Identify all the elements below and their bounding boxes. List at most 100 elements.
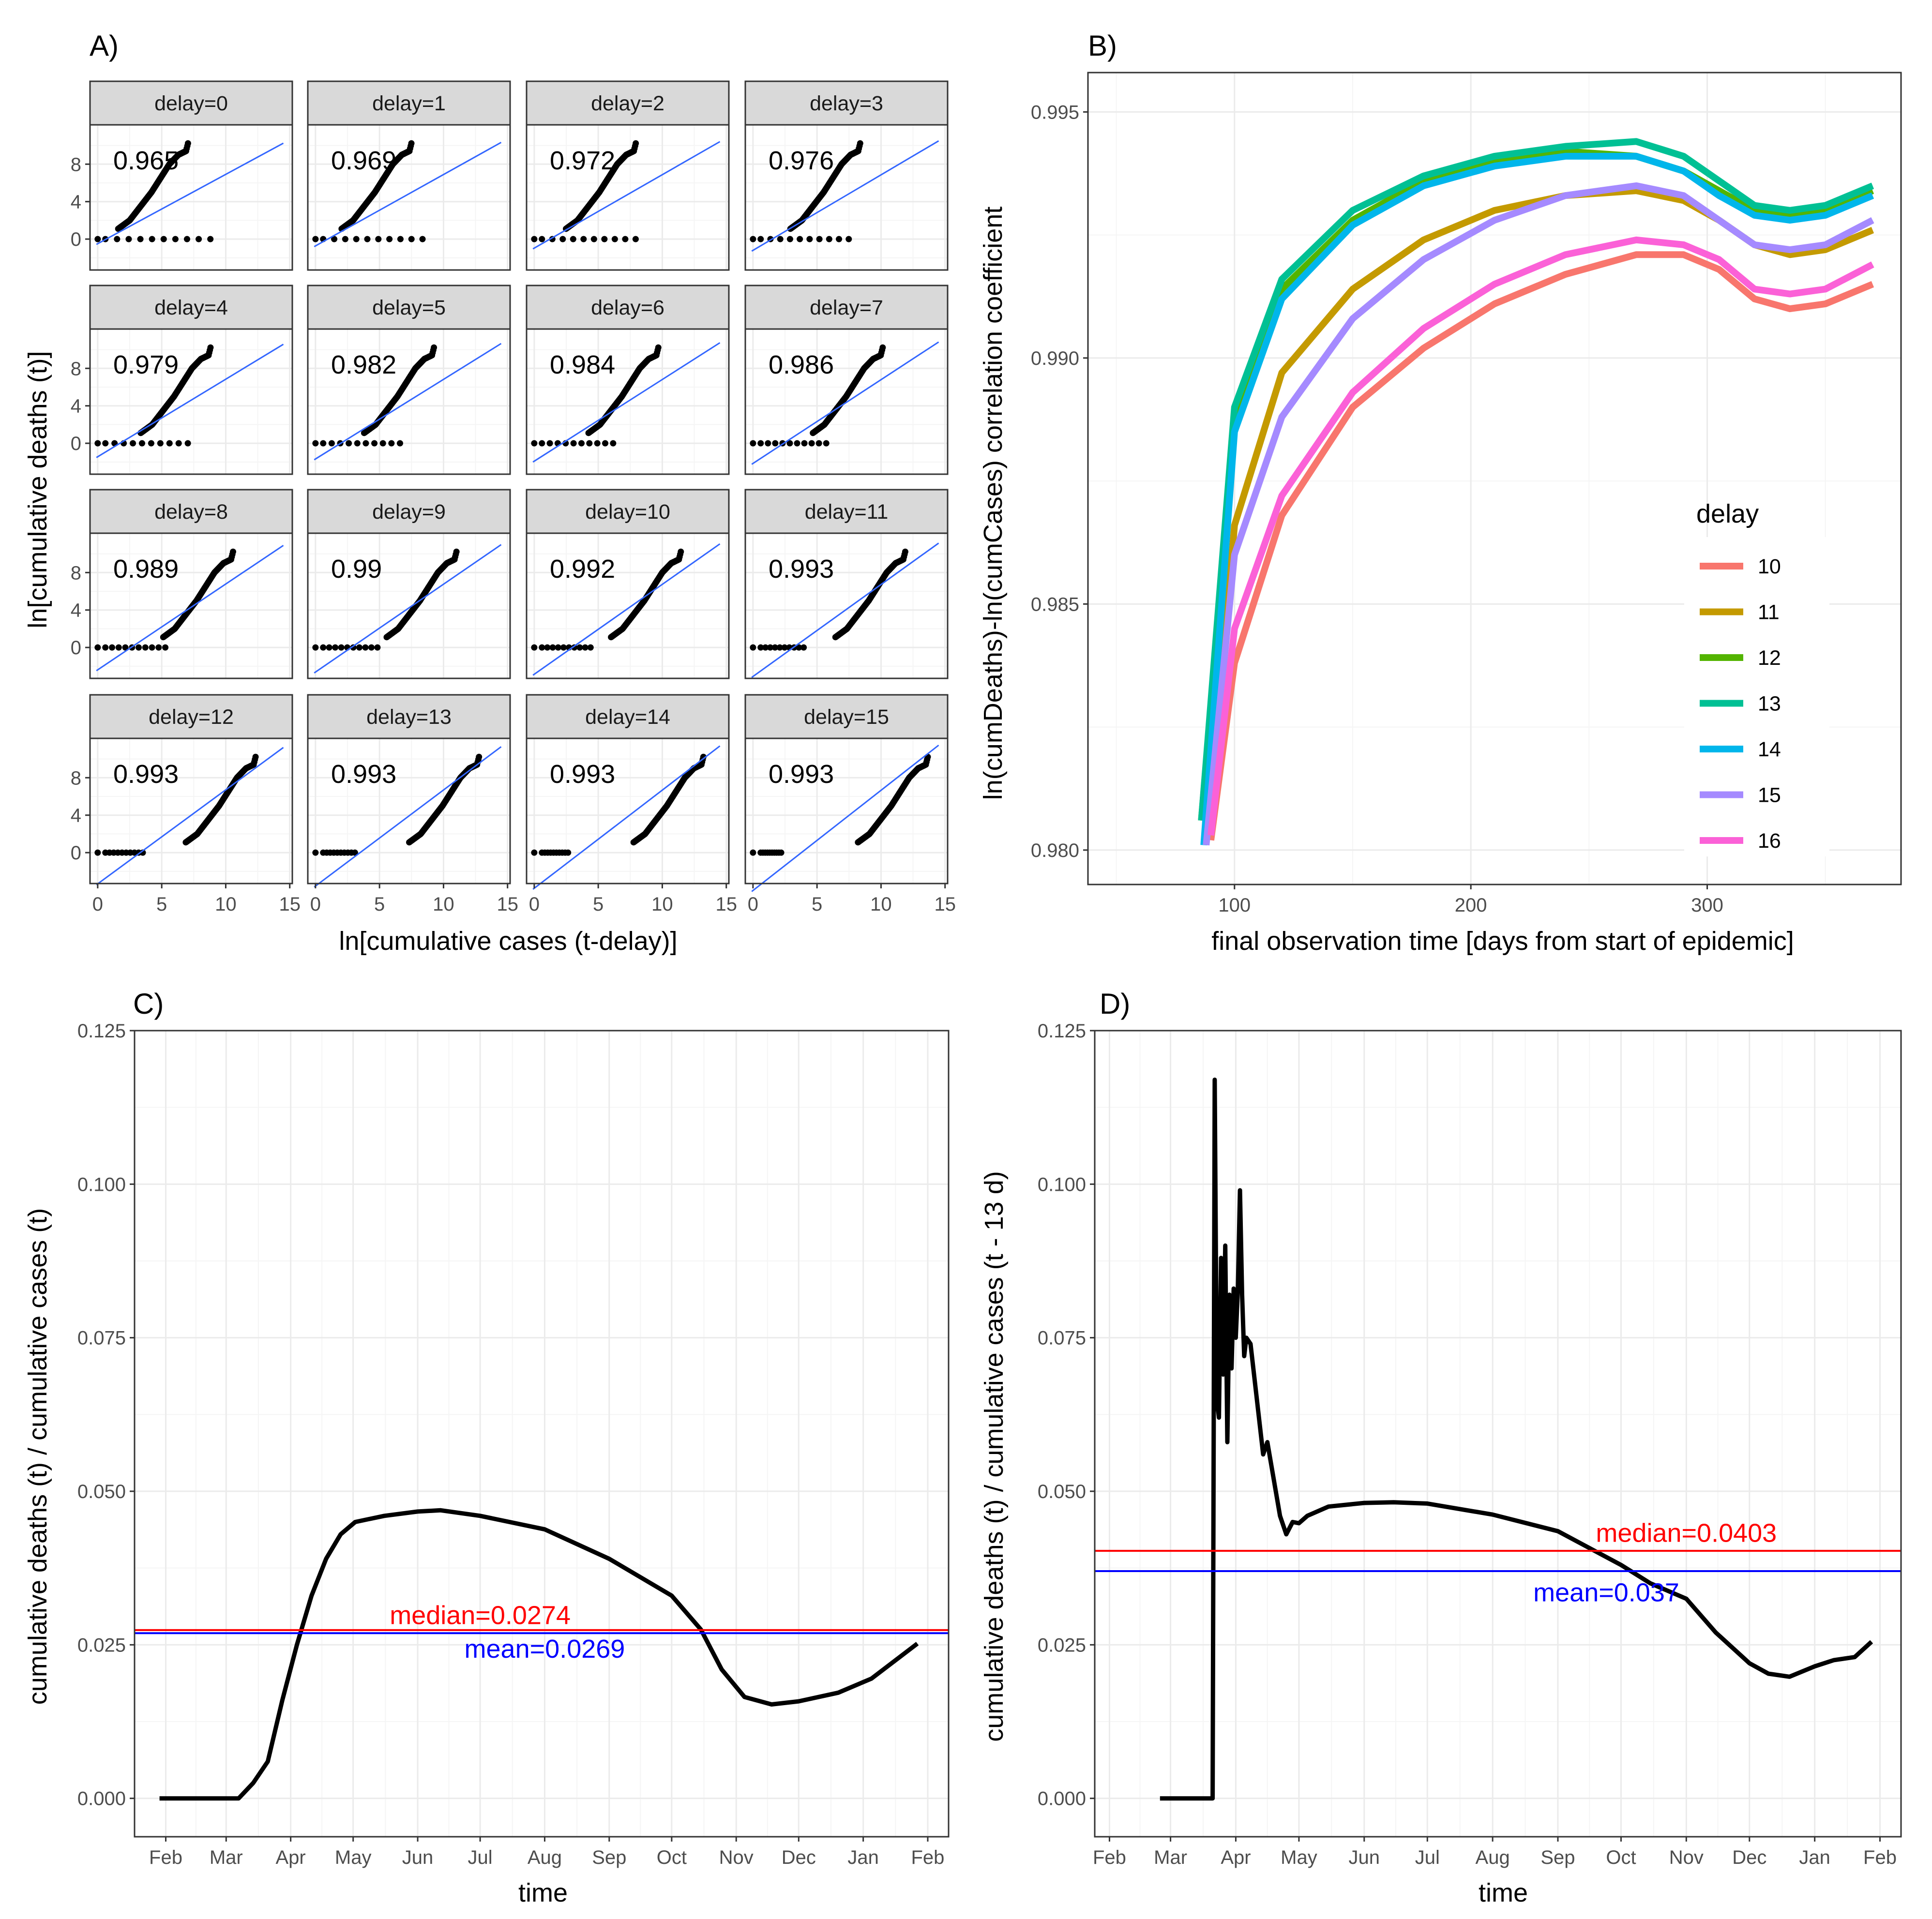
panel-b-legend-title: delay [1696, 499, 1759, 528]
data-point [576, 644, 583, 651]
data-point [808, 440, 815, 447]
x-tick-label: 0 [529, 894, 540, 915]
data-point [845, 236, 852, 242]
data-point [582, 644, 589, 651]
panel-label-c: C) [133, 988, 164, 1020]
facet-plot-background [90, 125, 292, 270]
x-tick-label: May [335, 1847, 372, 1868]
y-tick-label: 8 [71, 358, 81, 379]
panel-a-ylabel: ln[cumulative deaths (t)] [23, 351, 52, 628]
facet-strip-label: delay=11 [805, 500, 889, 524]
x-tick-label: Mar [210, 1847, 243, 1868]
data-point [857, 140, 863, 147]
facet-correlation-label: 0.993 [113, 760, 179, 789]
facet-strip [307, 80, 511, 126]
data-point [122, 644, 129, 651]
x-tick-label: 5 [374, 894, 385, 915]
data-point [590, 236, 597, 242]
y-tick-label: 0.075 [77, 1328, 126, 1349]
data-point [368, 644, 375, 651]
x-tick-label: 15 [497, 894, 518, 915]
y-tick-label: 8 [71, 562, 81, 584]
x-tick-label: Sep [1540, 1847, 1575, 1868]
facet-correlation-label: 0.965 [113, 146, 179, 175]
x-tick-label: 200 [1455, 895, 1487, 916]
data-point [836, 236, 843, 242]
facet-delay=0: delay=0 0.965 0 4 8 [71, 80, 293, 271]
data-point [419, 236, 426, 242]
data-point [531, 644, 538, 651]
facet-points [312, 344, 438, 447]
facet-plot-background [745, 738, 948, 884]
facet-correlation-label: 0.993 [550, 760, 615, 789]
plot-frame [1094, 1030, 1902, 1838]
facet-points [750, 344, 886, 447]
facet-strip-label: delay=14 [585, 705, 670, 729]
data-point [879, 344, 886, 351]
x-tick-label: 0 [748, 894, 758, 915]
facet-frame [526, 124, 730, 271]
data-point [757, 440, 764, 447]
data-point [826, 236, 832, 242]
x-tick-label: Nov [1669, 1847, 1704, 1868]
data-point [362, 440, 369, 447]
y-tick-label: 0.000 [77, 1788, 126, 1810]
data-point [230, 548, 237, 555]
data-point [312, 644, 319, 651]
y-tick-label: 0.025 [1038, 1634, 1086, 1656]
data-point [786, 236, 793, 242]
data-point [565, 849, 572, 856]
data-point [397, 236, 404, 242]
data-point [570, 440, 577, 447]
fit-line [314, 746, 502, 888]
x-tick-label: 5 [156, 894, 167, 915]
data-point [364, 236, 371, 242]
data-point [531, 236, 538, 242]
y-tick-label: 0.075 [1038, 1328, 1086, 1349]
facet-strip-label: delay=4 [154, 296, 228, 319]
x-tick-label: 5 [593, 894, 604, 915]
data-point [350, 644, 357, 651]
median-label: median=0.0274 [390, 1601, 571, 1630]
data-point [539, 440, 545, 447]
data-point [757, 236, 764, 242]
data-point [560, 644, 567, 651]
facet-delay=11: delay=11 0.993 [744, 489, 949, 679]
x-tick-label: May [1281, 1847, 1317, 1868]
data-point [371, 440, 378, 447]
data-point [601, 236, 608, 242]
data-point [786, 440, 793, 447]
facet-correlation-label: 0.986 [769, 350, 834, 379]
facet-correlation-label: 0.989 [113, 555, 179, 584]
facet-plot-background [527, 738, 729, 884]
y-tick-label: 0.125 [1038, 1020, 1086, 1042]
data-point [578, 440, 585, 447]
data-point [796, 644, 802, 651]
panel-b-ylabel: ln(cumDeaths)-ln(cumCases) correlation c… [979, 207, 1008, 800]
data-point [633, 140, 639, 147]
x-tick-label: 10 [651, 894, 673, 915]
data-point [94, 849, 101, 856]
data-point [531, 849, 538, 856]
x-tick-label: Oct [657, 1847, 687, 1868]
facet-frame [526, 737, 730, 885]
facet-strip-label: delay=7 [810, 296, 883, 319]
data-point [386, 236, 393, 242]
data-point [678, 548, 684, 555]
fit-line [96, 544, 284, 672]
facet-strip [307, 694, 511, 739]
facet-strip-label: delay=5 [372, 296, 446, 319]
data-point [539, 644, 545, 651]
fit-line [751, 744, 939, 892]
data-point [587, 644, 594, 651]
data-point [148, 440, 154, 447]
data-point [602, 440, 608, 447]
facet-correlation-label: 0.993 [331, 760, 396, 789]
data-point [655, 344, 662, 351]
y-tick-label: 0.995 [1031, 102, 1079, 123]
facet-frame [744, 328, 949, 475]
y-tick-label: 0 [71, 229, 81, 250]
legend-label: 14 [1758, 738, 1781, 761]
data-point [815, 440, 822, 447]
plot-background [135, 1031, 949, 1837]
